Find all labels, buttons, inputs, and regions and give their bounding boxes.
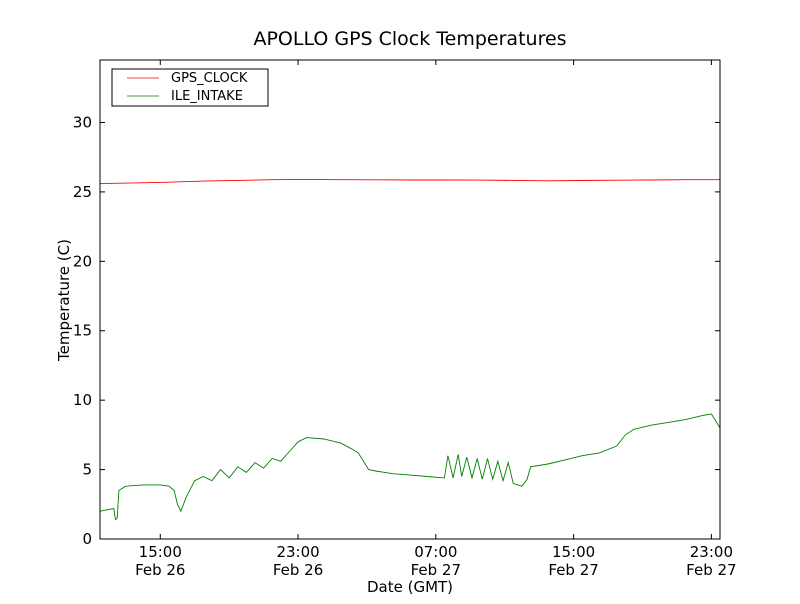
x-tick-label-date: Feb 27 xyxy=(411,561,461,579)
chart-title: APOLLO GPS Clock Temperatures xyxy=(253,28,566,50)
x-tick-label-date: Feb 27 xyxy=(686,561,736,579)
x-tick-label-date: Feb 26 xyxy=(135,561,185,579)
y-axis-label: Temperature (C) xyxy=(55,239,73,362)
x-tick-label-date: Feb 26 xyxy=(273,561,323,579)
legend-label-ile-intake: ILE_INTAKE xyxy=(171,89,243,104)
y-tick-label: 25 xyxy=(73,183,92,201)
legend-label-gps-clock: GPS_CLOCK xyxy=(171,71,248,86)
legend-box xyxy=(111,68,269,107)
y-tick-label: 15 xyxy=(73,322,92,340)
x-tick-label-time: 23:00 xyxy=(690,543,733,561)
x-tick-label-date: Feb 27 xyxy=(548,561,598,579)
x-tick-label-time: 15:00 xyxy=(139,543,182,561)
series-line-ile-intake xyxy=(99,413,721,521)
y-tick-label: 10 xyxy=(73,391,92,409)
y-tick-label: 5 xyxy=(82,461,92,479)
y-tick-label: 20 xyxy=(73,252,92,270)
x-tick-label-time: 07:00 xyxy=(414,543,457,561)
y-tick-label: 0 xyxy=(82,530,92,548)
x-axis-label: Date (GMT) xyxy=(367,578,453,596)
x-tick-label-time: 23:00 xyxy=(276,543,319,561)
legend: GPS_CLOCK ILE_INTAKE xyxy=(111,68,269,107)
x-tick-label-time: 15:00 xyxy=(552,543,595,561)
y-tick-label: 30 xyxy=(73,113,92,131)
series-line-gps-clock xyxy=(99,178,720,185)
plot-frame xyxy=(99,59,721,540)
